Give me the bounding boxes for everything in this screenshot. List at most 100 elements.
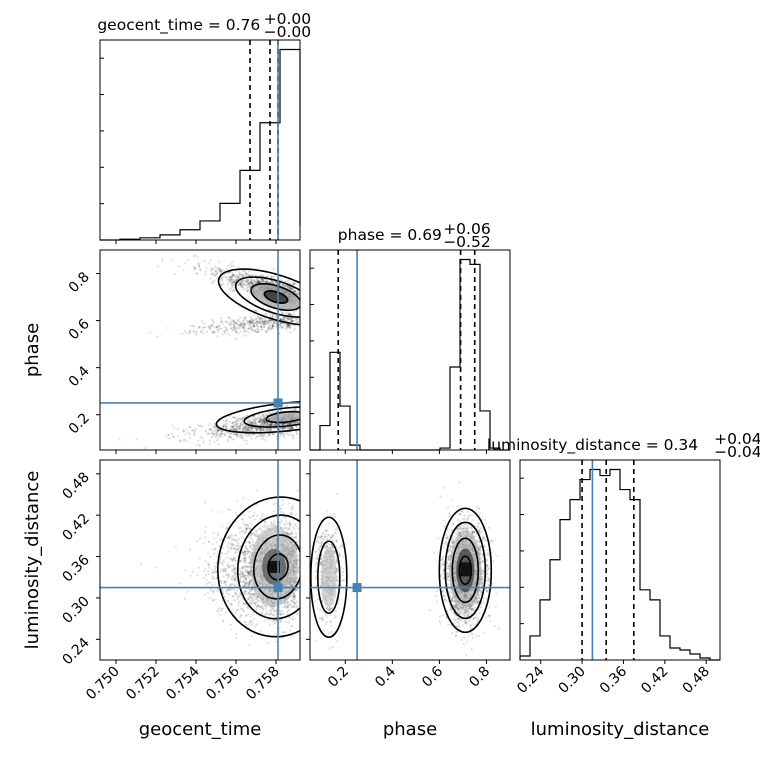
scatter-point (261, 278, 264, 281)
scatter-point (216, 326, 219, 329)
scatter-point (247, 285, 251, 288)
scatter-point (173, 273, 177, 276)
scatter-point (261, 413, 264, 416)
scatter-point (263, 422, 266, 426)
scatter-point (254, 418, 258, 421)
scatter-point (262, 419, 266, 422)
scatter-point (290, 314, 293, 317)
scatter-point (182, 430, 185, 433)
scatter-point (255, 331, 258, 334)
scatter-point (245, 578, 248, 582)
scatter-point (240, 596, 243, 600)
scatter-point (293, 601, 297, 604)
scatter-point (204, 593, 207, 596)
scatter-point (294, 617, 297, 621)
scatter-point (290, 625, 293, 628)
scatter-point (248, 287, 251, 290)
scatter-point (296, 540, 299, 543)
scatter-point (182, 269, 185, 272)
scatter-point (255, 532, 258, 535)
scatter-point (292, 409, 295, 412)
scatter-point (251, 328, 254, 331)
scatter-point (280, 431, 283, 435)
scatter-point (281, 318, 284, 321)
scatter-point (279, 326, 282, 329)
scatter-point (288, 313, 291, 316)
scatter-point (213, 537, 216, 540)
scatter-point (285, 606, 288, 609)
scatter-point (263, 526, 266, 529)
scatter-point (293, 605, 296, 608)
scatter-point (270, 275, 273, 278)
scatter-point (249, 594, 253, 597)
scatter-point (195, 330, 199, 333)
scatter-point (236, 545, 239, 548)
scatter-point (255, 428, 259, 431)
scatter-point (242, 319, 245, 322)
scatter-point (279, 510, 283, 513)
scatter-point (246, 273, 249, 276)
scatter-point (251, 514, 255, 518)
scatter-point (252, 278, 255, 281)
scatter-point (211, 330, 214, 334)
scatter-point (260, 325, 263, 329)
scatter-point (232, 284, 235, 287)
scatter-point (213, 434, 216, 437)
scatter-point (251, 320, 254, 323)
scatter-point (208, 563, 211, 567)
scatter-point (273, 621, 277, 625)
scatter-point (257, 330, 260, 333)
scatter-point (231, 432, 234, 435)
scatter-point (227, 541, 230, 545)
scatter-point (226, 275, 229, 279)
scatter-point (274, 502, 277, 505)
scatter-point (230, 425, 234, 428)
scatter-point (262, 413, 265, 416)
scatter-point (193, 430, 197, 433)
contour-lower (265, 410, 300, 424)
scatter-point (222, 425, 226, 428)
scatter-point (252, 593, 256, 596)
scatter-point (192, 265, 195, 268)
scatter-point (264, 320, 267, 323)
scatter-point (253, 322, 256, 325)
scatter-point (248, 573, 251, 576)
scatter-point (234, 577, 238, 580)
scatter-point (239, 559, 243, 562)
scatter-point (227, 431, 230, 435)
scatter-point (239, 284, 242, 287)
scatter-point (235, 278, 238, 281)
scatter-point (232, 326, 235, 329)
scatter-point (240, 280, 243, 283)
scatter-point (238, 272, 241, 275)
scatter-point (286, 603, 289, 606)
scatter-point (230, 559, 233, 562)
scatter-point (249, 544, 252, 547)
scatter-point (244, 569, 247, 572)
scatter-point (224, 275, 227, 278)
scatter-point (263, 319, 266, 322)
scatter-point (287, 279, 290, 282)
scatter-point (279, 322, 283, 325)
scatter-point (286, 324, 289, 327)
scatter-point (240, 280, 243, 283)
scatter-point (251, 328, 254, 331)
scatter-point (232, 281, 235, 284)
scatter-point (188, 426, 191, 429)
scatter-point (253, 602, 257, 605)
scatter-point (293, 282, 296, 285)
scatter-point (294, 545, 297, 548)
scatter-point (207, 432, 210, 435)
scatter-point (275, 423, 278, 426)
scatter-point (252, 426, 255, 429)
scatter-point (242, 497, 245, 500)
scatter-point (228, 521, 231, 524)
scatter-point (294, 546, 297, 549)
scatter-point (234, 279, 238, 282)
scatter-point (218, 260, 221, 263)
scatter-point (211, 572, 214, 575)
scatter-point (285, 311, 288, 314)
scatter-point (227, 593, 230, 596)
scatter-point (261, 525, 265, 528)
scatter-point (221, 277, 224, 280)
